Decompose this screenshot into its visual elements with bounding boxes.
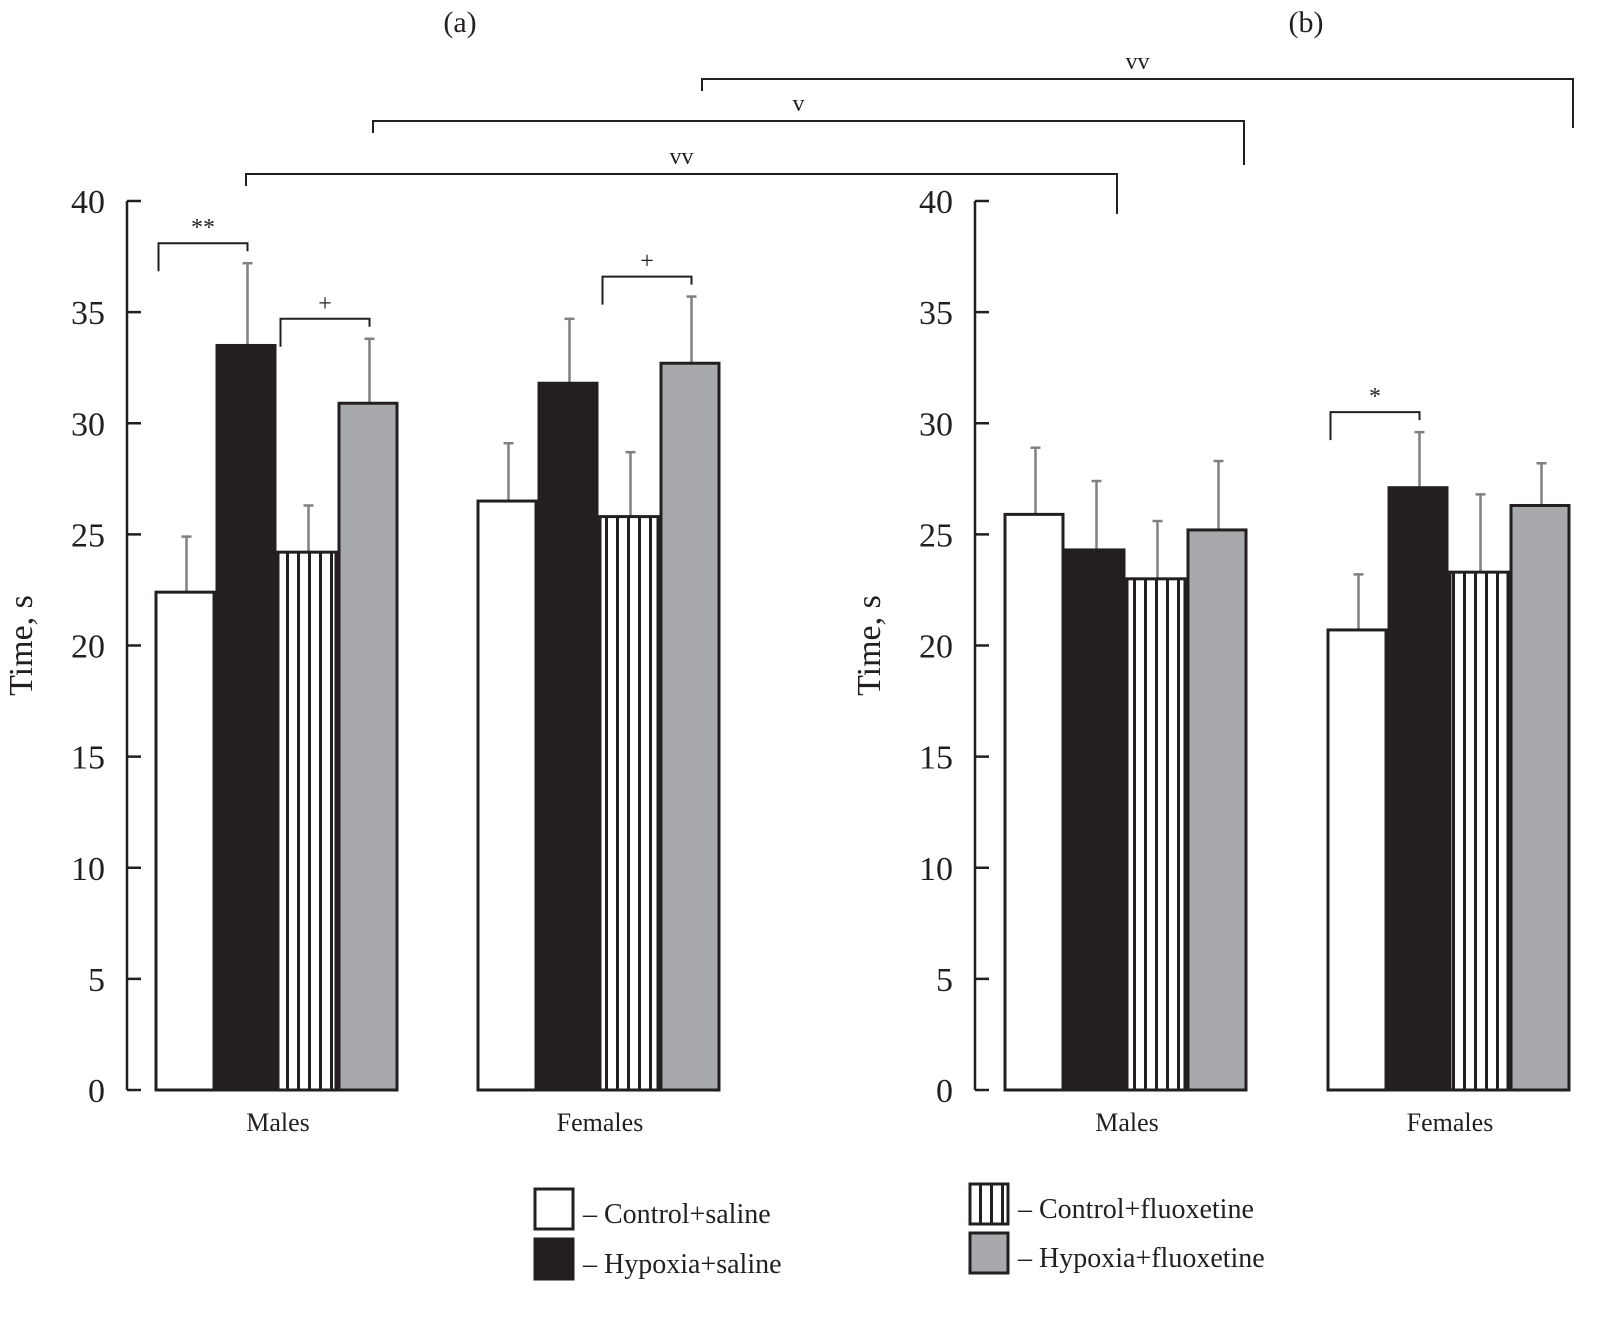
- significance-marker: **: [191, 215, 215, 241]
- y-tick-label: 30: [919, 406, 953, 443]
- significance-bracket: [279, 317, 371, 347]
- legend-item: – Control+saline: [533, 1187, 771, 1231]
- bar-white: [154, 590, 216, 1092]
- cross-panel-bracket: [245, 173, 1118, 214]
- bar-black: [1064, 548, 1126, 1092]
- significance-marker: +: [640, 249, 654, 275]
- panel-a: (a) 0 5 10 15 20 25 30 35 40 Time, s Males Females **…: [3, 6, 721, 1137]
- legend-item: – Hypoxia+saline: [533, 1237, 782, 1281]
- panel-label: (b): [1289, 6, 1324, 39]
- panel-label: (a): [443, 6, 476, 39]
- legend-item: – Control+fluoxetine: [968, 1182, 1254, 1226]
- cross-panel-marker: vv: [670, 144, 694, 170]
- y-tick-label: 10: [71, 851, 105, 888]
- bar-white: [476, 499, 538, 1092]
- bar-gray: [337, 401, 399, 1092]
- y-tick-label: 40: [919, 184, 953, 221]
- cross-panel-marker: vv: [1126, 49, 1150, 75]
- legend-item: – Hypoxia+fluoxetine: [968, 1231, 1265, 1275]
- bar-striped: [1448, 570, 1510, 1092]
- bar-striped: [1125, 577, 1187, 1092]
- y-tick-label: 35: [919, 295, 953, 332]
- y-tick-label: 35: [71, 295, 105, 332]
- legend-swatch-white: [533, 1187, 575, 1231]
- legend-swatch-gray: [968, 1231, 1010, 1275]
- bar-striped: [276, 550, 338, 1092]
- y-tick-label: 5: [88, 962, 105, 999]
- cross-panel-marker: v: [793, 91, 805, 117]
- cross-panel-bracket: [701, 78, 1574, 128]
- x-tick-label: Males: [1095, 1108, 1159, 1137]
- legend-swatch-black: [533, 1237, 575, 1281]
- significance-bracket: [157, 242, 249, 272]
- bar-gray: [1509, 503, 1571, 1092]
- bar-white: [1326, 628, 1388, 1092]
- y-tick-label: 5: [936, 962, 953, 999]
- y-tick-label: 25: [71, 517, 105, 554]
- y-tick-label: 40: [71, 184, 105, 221]
- bar-black: [1387, 486, 1449, 1092]
- x-tick-label: Females: [1407, 1108, 1494, 1137]
- x-tick-label: Females: [557, 1108, 644, 1137]
- bar-black: [215, 343, 277, 1092]
- y-tick-label: 15: [919, 740, 953, 777]
- legend-label: – Control+saline: [582, 1199, 771, 1230]
- legend: – Control+saline – Hypoxia+saline – Contro…: [533, 1182, 1265, 1281]
- bar-black: [537, 381, 599, 1092]
- significance-bracket: [601, 275, 693, 305]
- bar-gray: [1186, 528, 1248, 1092]
- y-tick-label: 15: [71, 740, 105, 777]
- significance-bracket: [1329, 411, 1421, 441]
- bar-white: [1003, 512, 1065, 1092]
- legend-label: – Control+fluoxetine: [1017, 1194, 1254, 1225]
- legend-label: – Hypoxia+fluoxetine: [1017, 1243, 1265, 1274]
- y-axis-label: Time, s: [851, 595, 888, 696]
- x-tick-label: Males: [246, 1108, 310, 1137]
- significance-marker: +: [318, 291, 332, 317]
- y-axis-label: Time, s: [3, 595, 40, 696]
- panel-b: (b) 0 5 10 15 20 25 30 35 40 Time, s Males Females *: [851, 6, 1571, 1137]
- y-tick-label: 20: [919, 629, 953, 666]
- y-tick-label: 10: [919, 851, 953, 888]
- y-tick-label: 30: [71, 406, 105, 443]
- bar-gray: [659, 361, 721, 1092]
- legend-swatch-striped: [968, 1182, 1010, 1226]
- y-tick-label: 0: [936, 1073, 953, 1110]
- cross-panel-bracket: [372, 120, 1245, 165]
- legend-label: – Hypoxia+saline: [582, 1249, 782, 1280]
- y-tick-label: 0: [88, 1073, 105, 1110]
- y-tick-label: 20: [71, 629, 105, 666]
- bar-striped: [598, 515, 660, 1092]
- significance-marker: *: [1369, 384, 1381, 410]
- y-tick-label: 25: [919, 517, 953, 554]
